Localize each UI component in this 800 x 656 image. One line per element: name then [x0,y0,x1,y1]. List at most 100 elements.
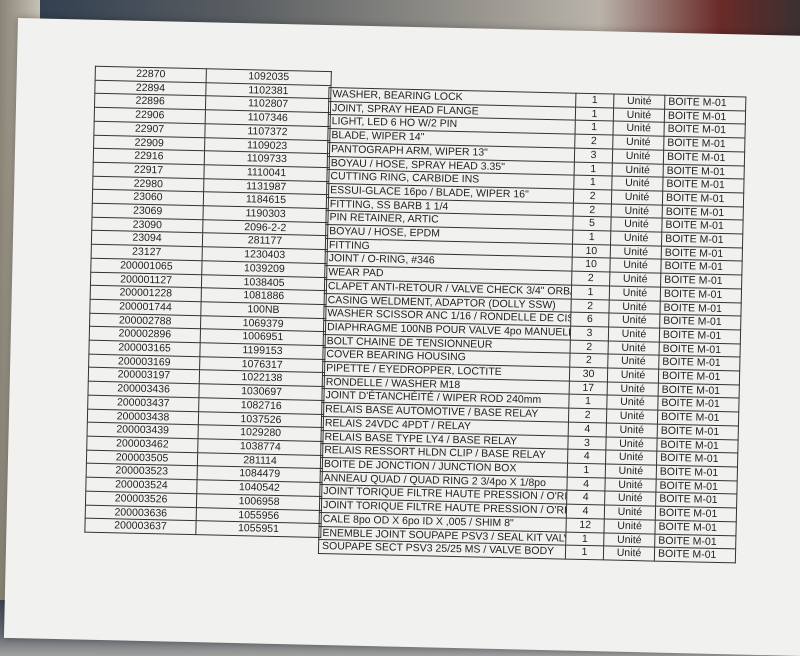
unit-cell: Unité [610,217,663,233]
quantity-cell: 4 [567,449,606,464]
location-cell: BOITE M-01 [664,108,746,125]
quantity-cell: 3 [570,326,609,341]
location-cell: BOITE M-01 [663,163,745,180]
quantity-cell: 6 [570,312,609,327]
location-cell: BOITE M-01 [662,204,744,221]
unit-cell: Unité [605,463,657,479]
unit-cell: Unité [611,203,663,219]
quantity-cell: 4 [566,490,605,506]
quantity-cell: 3 [567,435,607,451]
unit-cell: Unité [611,176,664,192]
quantity-cell: 1 [567,463,606,478]
location-cell: BOITE M-01 [661,245,743,262]
quantity-cell: 17 [569,380,608,396]
unit-cell: Unité [603,532,655,548]
quantity-cell: 1 [575,93,614,108]
location-cell: BOITE M-01 [654,547,736,563]
location-cell: BOITE M-01 [660,273,742,289]
unit-cell: Unité [608,326,660,342]
unit-cell: Unité [608,299,661,315]
item-code-cell: 200003637 [84,518,197,535]
unit-cell: Unité [609,272,661,287]
quantity-cell: 4 [568,421,607,437]
quantity-cell: 2 [571,271,610,286]
location-cell: BOITE M-01 [656,437,739,454]
item-description-table: WASHER, BEARING LOCK 1 Unité BOITE M-01 JOIN… [318,87,746,563]
item-number-table: 22870 1092035 22894 1102381 22896 1102807 2290… [84,66,332,538]
unit-cell: Unité [607,354,660,370]
quantity-cell: 1 [575,106,614,122]
location-cell: BOITE M-01 [658,382,740,399]
quantity-cell: 2 [573,189,612,204]
quantity-cell: 2 [573,202,612,218]
printed-sheet: 22870 1092035 22894 1102381 22896 1102807 2290… [3,18,800,656]
quantity-cell: 1 [575,120,614,136]
location-cell: BOITE M-01 [657,396,740,413]
quantity-cell: 2 [569,353,609,369]
unit-cell: Unité [610,244,662,260]
unit-cell: Unité [606,409,658,424]
location-cell: BOITE M-01 [656,465,738,481]
unit-cell: Unité [606,395,659,411]
unit-cell: Unité [604,477,657,493]
location-cell: BOITE M-01 [662,177,745,193]
unit-cell: Unité [607,381,659,397]
location-cell: BOITE M-01 [658,355,740,372]
quantity-cell: 4 [566,504,605,519]
unit-cell: Unité [603,546,655,561]
unit-cell: Unité [609,258,662,274]
quantity-cell: 12 [565,517,605,533]
location-cell: BOITE M-01 [654,519,737,536]
unit-cell: Unité [604,491,656,507]
unit-cell: Unité [612,162,664,178]
location-cell: BOITE M-01 [659,300,742,317]
quantity-cell: 10 [572,243,611,259]
location-cell: BOITE M-01 [659,314,741,330]
location-cell: BOITE M-01 [657,410,739,426]
location-cell: BOITE M-01 [655,506,737,522]
quantity-cell: 2 [570,339,609,355]
unit-cell: Unité [605,450,657,466]
unit-cell: Unité [608,313,660,329]
unit-cell: Unité [603,518,656,534]
quantity-cell: 1 [574,161,613,177]
location-cell: BOITE M-01 [655,478,738,495]
quantity-cell: 1 [568,394,608,410]
quantity-cell: 1 [571,284,610,300]
quantity-cell: 2 [574,134,613,149]
location-cell: BOITE M-01 [654,533,736,550]
location-cell: BOITE M-01 [656,451,738,467]
location-cell: BOITE M-01 [659,328,741,344]
quantity-cell: 1 [565,531,604,547]
location-cell: BOITE M-01 [663,149,745,166]
location-cell: BOITE M-01 [660,259,743,276]
location-cell: BOITE M-01 [655,492,737,509]
location-cell: BOITE M-01 [663,136,745,152]
quantity-cell: 1 [572,230,611,245]
quantity-cell: 1 [573,175,613,190]
quantity-cell: 2 [570,298,610,314]
location-cell: BOITE M-01 [663,122,746,139]
unit-cell: Unité [607,368,659,383]
unit-cell: Unité [606,422,658,438]
unit-cell: Unité [604,505,656,520]
unit-cell: Unité [609,285,661,301]
quantity-cell: 2 [568,408,607,423]
unit-cell: Unité [605,436,658,452]
unit-cell: Unité [608,340,660,356]
location-cell: BOITE M-01 [660,286,742,303]
unit-cell: Unité [613,107,665,123]
location-cell: BOITE M-01 [664,95,746,111]
quantity-cell: 3 [574,147,613,163]
unit-cell: Unité [611,189,663,205]
unit-cell: Unité [610,231,662,246]
location-cell: BOITE M-01 [662,191,744,207]
unit-cell: Unité [612,135,664,150]
quantity-cell: 30 [569,367,608,382]
unit-cell: Unité [613,94,665,109]
quantity-cell: 10 [571,257,611,273]
location-cell: BOITE M-01 [659,341,741,358]
quantity-cell: 4 [566,476,606,492]
part-number-cell: 1055951 [195,520,322,538]
unit-cell: Unité [612,121,665,137]
